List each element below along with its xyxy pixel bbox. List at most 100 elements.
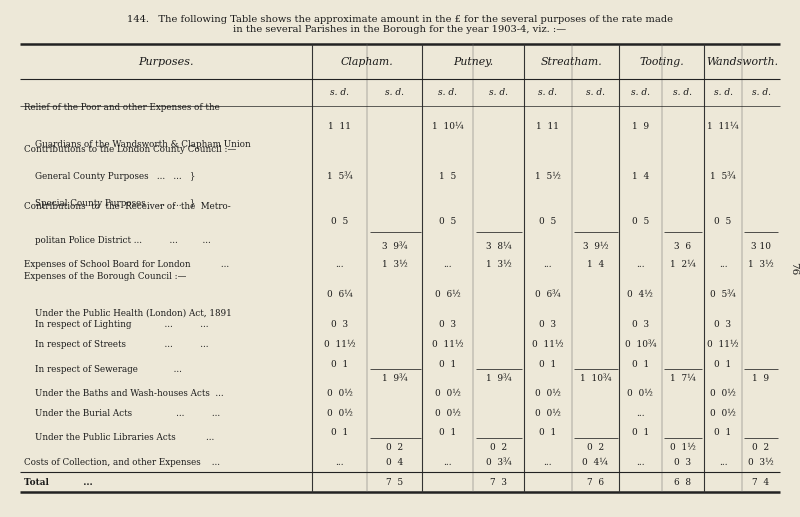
Text: 0  2: 0 2	[753, 443, 770, 452]
Text: Putney.: Putney.	[453, 56, 494, 67]
Text: 6  8: 6 8	[674, 478, 691, 486]
Text: 0  6¼: 0 6¼	[326, 291, 353, 299]
Text: 7  3: 7 3	[490, 478, 507, 486]
Text: Streatham.: Streatham.	[541, 56, 602, 67]
Text: Special County Purposes    ...   ...   }: Special County Purposes ... ... }	[24, 199, 195, 208]
Text: 0  1: 0 1	[714, 360, 732, 369]
Text: 0  1: 0 1	[439, 428, 457, 437]
Text: Under the Public Libraries Acts           ...: Under the Public Libraries Acts ...	[24, 433, 214, 443]
Text: 7  4: 7 4	[753, 478, 770, 486]
Text: 144.   The following Table shows the approximate amount in the £ for the several: 144. The following Table shows the appro…	[127, 14, 673, 24]
Text: 1  4: 1 4	[586, 260, 604, 269]
Text: 0  1: 0 1	[331, 360, 348, 369]
Text: 0  1: 0 1	[632, 428, 649, 437]
Text: 7  5: 7 5	[386, 478, 403, 486]
Text: 1  5¾: 1 5¾	[710, 172, 736, 180]
Text: Tooting.: Tooting.	[639, 56, 684, 67]
Text: s. d.: s. d.	[538, 88, 558, 97]
Text: ...: ...	[718, 458, 727, 467]
Text: 3  8¼: 3 8¼	[486, 242, 511, 251]
Text: 0  6¾: 0 6¾	[535, 291, 561, 299]
Text: 0  11½: 0 11½	[324, 341, 355, 349]
Text: 0  1½: 0 1½	[670, 443, 696, 452]
Text: 0  0½: 0 0½	[435, 389, 461, 398]
Text: Under the Public Health (London) Act, 1891: Under the Public Health (London) Act, 18…	[24, 308, 232, 317]
Text: 0  5: 0 5	[331, 217, 348, 226]
Text: s. d.: s. d.	[438, 88, 458, 97]
Text: 1  10¾: 1 10¾	[580, 374, 611, 384]
Text: 1  7¼: 1 7¼	[670, 374, 696, 384]
Text: 3  6: 3 6	[674, 242, 691, 251]
Text: ...: ...	[636, 409, 645, 418]
Text: 0  11½: 0 11½	[432, 341, 464, 349]
Text: Under the Burial Acts                ...          ...: Under the Burial Acts ... ...	[24, 409, 220, 418]
Text: 1  9: 1 9	[753, 374, 770, 384]
Text: 0  0½: 0 0½	[326, 409, 353, 418]
Text: s. d.: s. d.	[386, 88, 404, 97]
Text: Total           ...: Total ...	[24, 478, 93, 486]
Text: 1  11: 1 11	[536, 121, 559, 130]
Text: Contributions to the London County Council :—: Contributions to the London County Counc…	[24, 145, 236, 154]
Text: 1  11: 1 11	[328, 121, 351, 130]
Text: 0  4½: 0 4½	[627, 291, 654, 299]
Text: 0  0½: 0 0½	[710, 389, 736, 398]
Text: 0  6½: 0 6½	[435, 291, 461, 299]
Text: 0  2: 0 2	[587, 443, 604, 452]
Text: s. d.: s. d.	[631, 88, 650, 97]
Text: 1  9¾: 1 9¾	[486, 374, 511, 384]
Text: s. d.: s. d.	[714, 88, 733, 97]
Text: 0  5: 0 5	[439, 217, 457, 226]
Text: ...: ...	[636, 458, 645, 467]
Text: s. d.: s. d.	[674, 88, 692, 97]
Text: 1  11¼: 1 11¼	[707, 121, 739, 130]
Text: 0  0½: 0 0½	[326, 389, 353, 398]
Text: ...: ...	[718, 260, 727, 269]
Text: In respect of Sewerage             ...: In respect of Sewerage ...	[24, 364, 182, 374]
Text: s. d.: s. d.	[751, 88, 770, 97]
Text: 0  1: 0 1	[539, 428, 557, 437]
Text: 7  6: 7 6	[587, 478, 604, 486]
Text: 0  0½: 0 0½	[710, 409, 736, 418]
Text: 1  9: 1 9	[632, 121, 649, 130]
Text: 0  1: 0 1	[632, 360, 649, 369]
Text: s. d.: s. d.	[489, 88, 508, 97]
Text: 0  3: 0 3	[439, 321, 456, 329]
Text: 0  3½: 0 3½	[748, 458, 774, 467]
Text: 3 10: 3 10	[751, 242, 771, 251]
Text: 0  0½: 0 0½	[435, 409, 461, 418]
Text: ...: ...	[443, 260, 452, 269]
Text: 0  3: 0 3	[539, 321, 556, 329]
Text: ...: ...	[335, 458, 344, 467]
Text: Expenses of School Board for London           ...: Expenses of School Board for London ...	[24, 260, 229, 269]
Text: 0  1: 0 1	[439, 360, 457, 369]
Text: 0  5: 0 5	[539, 217, 557, 226]
Text: s. d.: s. d.	[330, 88, 349, 97]
Text: 1  10¼: 1 10¼	[432, 121, 464, 130]
Text: 0  0½: 0 0½	[535, 409, 561, 418]
Text: Under the Baths and Wash-houses Acts  ...: Under the Baths and Wash-houses Acts ...	[24, 389, 224, 398]
Text: ...: ...	[443, 458, 452, 467]
Text: ...: ...	[543, 458, 552, 467]
Text: politan Police District ...          ...         ...: politan Police District ... ... ...	[24, 236, 210, 245]
Text: 0  4¼: 0 4¼	[582, 458, 608, 467]
Text: 1  2¼: 1 2¼	[670, 260, 696, 269]
Text: 0  1: 0 1	[714, 428, 732, 437]
Text: 0  3: 0 3	[714, 321, 731, 329]
Text: 3  9½: 3 9½	[582, 242, 608, 251]
Text: 0  3: 0 3	[674, 458, 691, 467]
Text: Relief of the Poor and other Expenses of the: Relief of the Poor and other Expenses of…	[24, 103, 220, 113]
Text: ...: ...	[335, 260, 344, 269]
Text: 0  5: 0 5	[714, 217, 732, 226]
Text: 1  9¾: 1 9¾	[382, 374, 408, 384]
Text: 0  2: 0 2	[490, 443, 507, 452]
Text: s. d.: s. d.	[586, 88, 605, 97]
Text: In respect of Lighting            ...          ...: In respect of Lighting ... ...	[24, 321, 209, 329]
Text: Clapham.: Clapham.	[341, 56, 394, 67]
Text: ...: ...	[543, 260, 552, 269]
Text: 1  5½: 1 5½	[535, 172, 561, 180]
Text: 0  1: 0 1	[539, 360, 557, 369]
Text: Purposes.: Purposes.	[138, 56, 194, 67]
Text: 0  3: 0 3	[331, 321, 348, 329]
Text: 0  0½: 0 0½	[535, 389, 561, 398]
Text: 0  0½: 0 0½	[627, 389, 654, 398]
